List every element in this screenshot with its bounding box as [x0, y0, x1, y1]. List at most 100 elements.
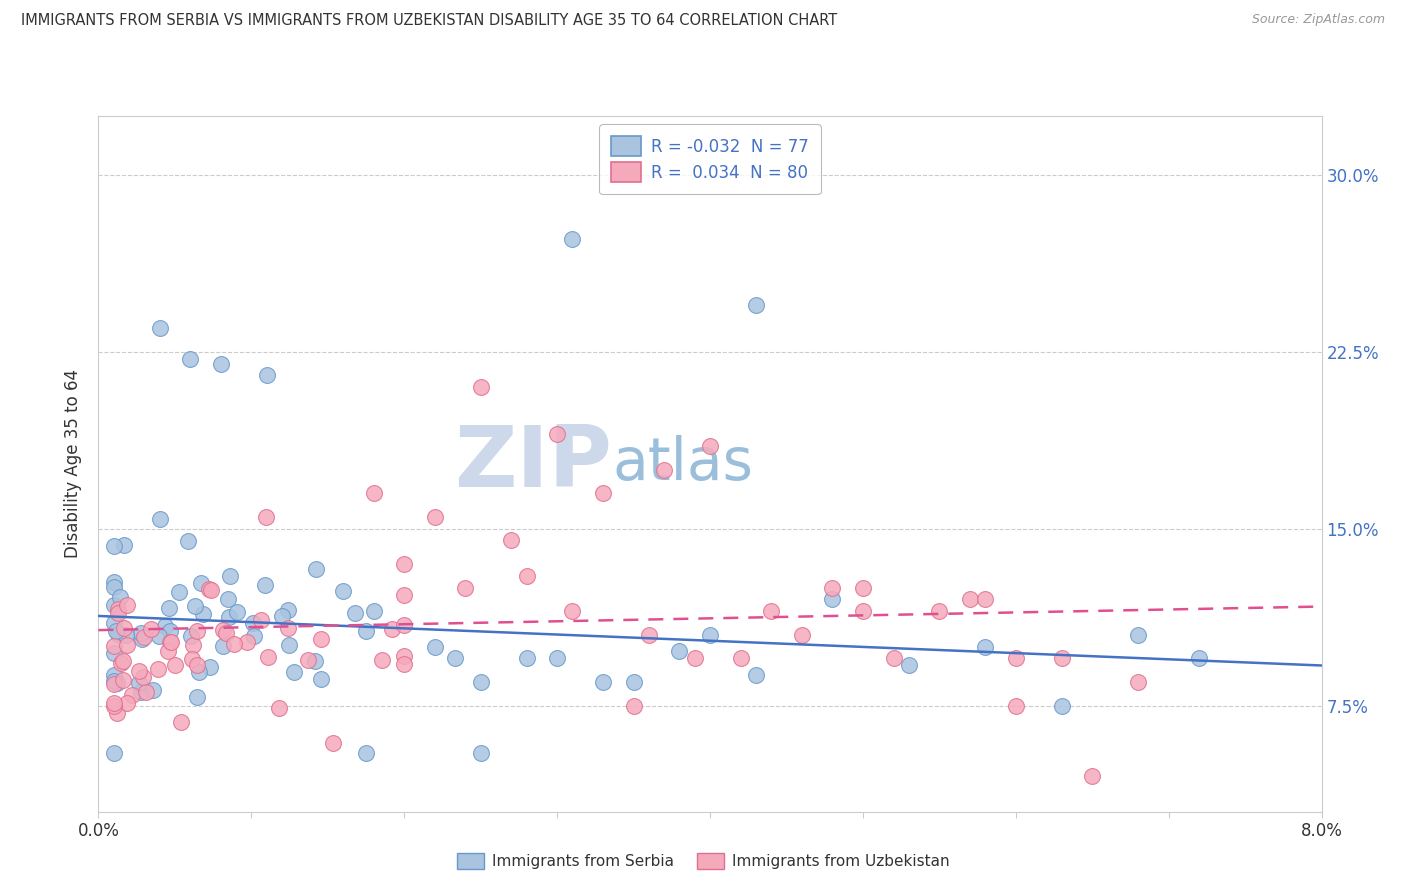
Point [277, 603, 299, 617]
Point [322, 736, 344, 750]
Point [250, 613, 273, 627]
Point [256, 649, 278, 664]
Point [592, 486, 614, 500]
Point [1188, 651, 1211, 665]
Point [470, 675, 492, 690]
Point [141, 623, 163, 637]
Point [198, 582, 221, 597]
Point [135, 685, 157, 699]
Point [107, 676, 129, 690]
Point [103, 615, 125, 630]
Point [363, 604, 385, 618]
Point [277, 621, 299, 635]
Point [1004, 698, 1026, 713]
Point [159, 634, 181, 648]
Point [332, 583, 354, 598]
Point [897, 658, 920, 673]
Point [683, 651, 706, 665]
Point [759, 604, 782, 618]
Point [256, 368, 278, 383]
Point [454, 581, 477, 595]
Point [277, 638, 299, 652]
Point [186, 690, 208, 705]
Point [128, 664, 150, 678]
Point [652, 463, 675, 477]
Point [157, 600, 180, 615]
Point [392, 617, 416, 632]
Legend: Immigrants from Serbia, Immigrants from Uzbekistan: Immigrants from Serbia, Immigrants from … [450, 847, 956, 875]
Y-axis label: Disability Age 35 to 64: Disability Age 35 to 64 [65, 369, 83, 558]
Point [370, 653, 392, 667]
Point [217, 592, 239, 607]
Point [309, 632, 332, 646]
Point [242, 615, 264, 630]
Point [107, 606, 129, 620]
Point [516, 569, 538, 583]
Point [699, 439, 721, 453]
Point [186, 658, 208, 673]
Point [381, 622, 404, 636]
Point [470, 380, 492, 394]
Point [142, 683, 165, 698]
Point [354, 746, 377, 760]
Point [115, 598, 138, 612]
Point [592, 675, 614, 690]
Point [928, 604, 950, 618]
Point [167, 585, 190, 599]
Point [253, 578, 276, 592]
Point [107, 602, 129, 616]
Point [129, 685, 152, 699]
Point [423, 509, 446, 524]
Point [745, 298, 768, 312]
Point [103, 673, 125, 688]
Point [1050, 651, 1073, 665]
Point [745, 668, 768, 682]
Point [516, 651, 538, 665]
Point [159, 624, 181, 639]
Legend: R = -0.032  N = 77, R =  0.034  N = 80: R = -0.032 N = 77, R = 0.034 N = 80 [599, 124, 821, 194]
Point [623, 698, 645, 713]
Point [193, 607, 215, 621]
Point [157, 644, 180, 658]
Text: Source: ZipAtlas.com: Source: ZipAtlas.com [1251, 13, 1385, 27]
Point [344, 606, 367, 620]
Point [103, 647, 125, 661]
Point [974, 640, 997, 654]
Point [132, 630, 155, 644]
Point [1081, 769, 1104, 783]
Point [103, 580, 125, 594]
Point [501, 533, 523, 548]
Point [131, 670, 153, 684]
Point [668, 644, 690, 658]
Point [149, 321, 172, 335]
Point [623, 675, 645, 690]
Point [546, 427, 568, 442]
Point [392, 657, 416, 671]
Point [115, 638, 138, 652]
Point [271, 608, 294, 623]
Point [392, 648, 416, 663]
Point [177, 534, 200, 549]
Point [883, 651, 905, 665]
Point [181, 638, 204, 652]
Point [121, 688, 143, 702]
Text: IMMIGRANTS FROM SERBIA VS IMMIGRANTS FROM UZBEKISTAN DISABILITY AGE 35 TO 64 COR: IMMIGRANTS FROM SERBIA VS IMMIGRANTS FRO… [21, 13, 838, 29]
Point [181, 651, 204, 665]
Point [637, 628, 661, 642]
Point [190, 575, 212, 590]
Point [214, 626, 236, 640]
Point [105, 706, 128, 721]
Point [219, 569, 242, 583]
Point [852, 581, 875, 595]
Point [131, 632, 153, 646]
Point [200, 583, 222, 598]
Point [129, 626, 152, 640]
Point [1004, 651, 1026, 665]
Point [236, 635, 259, 649]
Point [304, 654, 326, 668]
Point [423, 640, 446, 654]
Point [103, 539, 125, 553]
Point [790, 628, 813, 642]
Point [148, 629, 170, 643]
Point [1050, 698, 1073, 713]
